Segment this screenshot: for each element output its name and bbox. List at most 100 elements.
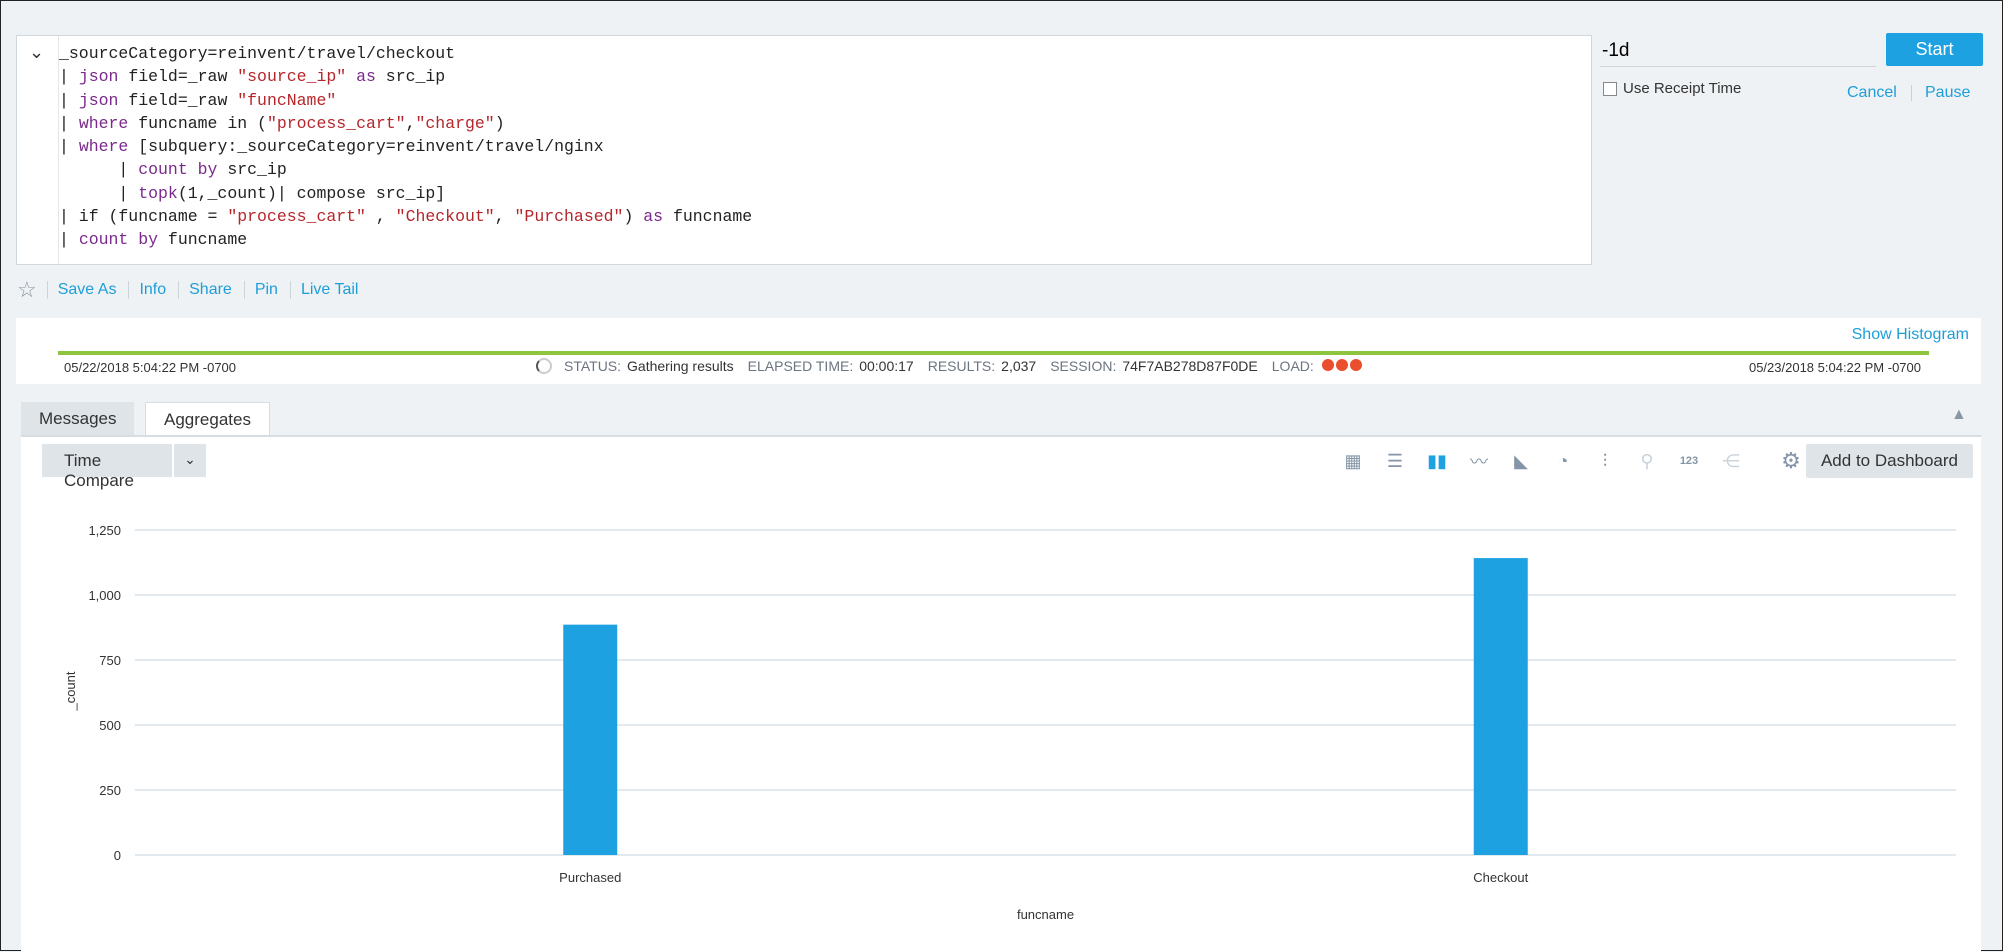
- code-token: "Purchased": [514, 207, 624, 227]
- load-indicator: [1320, 358, 1362, 374]
- code-token: funcname: [663, 207, 753, 227]
- query-line: | count by src_ip: [59, 158, 752, 181]
- code-token: "funcName": [237, 90, 337, 110]
- status-line: STATUS: Gathering results ELAPSED TIME: …: [536, 358, 1362, 374]
- bar-checkout: [1473, 558, 1528, 855]
- bar-horizontal-icon[interactable]: ☰: [1386, 450, 1404, 471]
- code-token: "Checkout": [395, 207, 495, 227]
- code-token: topk: [138, 183, 178, 203]
- y-tick-label: 750: [99, 653, 121, 668]
- checkbox-icon[interactable]: [1603, 81, 1617, 96]
- code-token: _sourceCategory=reinvent/travel/checkout: [59, 44, 456, 63]
- single-value-icon[interactable]: 123: [1679, 455, 1699, 467]
- y-tick-label: 250: [99, 783, 121, 798]
- x-axis-label: funcname: [1017, 907, 1074, 922]
- receipt-label: Use Receipt Time: [1623, 80, 1742, 97]
- sankey-icon[interactable]: ⋲: [1722, 450, 1740, 471]
- y-axis-label: _count: [63, 671, 78, 711]
- share-link[interactable]: Share: [178, 281, 244, 299]
- save-as-link[interactable]: Save As: [46, 281, 129, 299]
- star-icon[interactable]: ☆: [17, 277, 37, 302]
- query-line: | json field=_raw "source_ip" as src_ip: [59, 65, 752, 88]
- y-tick-label: 1,000: [88, 588, 121, 603]
- time-compare-control: Time Compare ⌄: [42, 444, 206, 490]
- progress-bar: [58, 351, 1929, 355]
- bar-purchased: [563, 624, 618, 855]
- code-token: [subquery:_sourceCategory=reinvent/trave…: [128, 137, 604, 157]
- code-token: "process_cart": [266, 113, 406, 133]
- query-line: | if (funcname = "process_cart" , "Check…: [59, 205, 752, 228]
- query-line: | count by funcname: [59, 228, 752, 251]
- elapsed-label: ELAPSED TIME:: [747, 358, 854, 374]
- info-link[interactable]: Info: [128, 281, 178, 299]
- collapse-icon[interactable]: ▲: [1951, 406, 1967, 423]
- elapsed-value: 00:00:17: [859, 358, 914, 374]
- time-compare-button[interactable]: Time Compare: [42, 444, 172, 490]
- code-token: ,: [494, 207, 515, 227]
- map-pin-icon[interactable]: ⚲: [1640, 450, 1654, 471]
- code-token: |: [59, 160, 139, 180]
- query-line: | where funcname in ("process_cart","cha…: [59, 112, 752, 135]
- time-range-input[interactable]: [1600, 35, 1876, 67]
- code-token: json: [78, 67, 119, 87]
- pie-chart-icon[interactable]: ◔: [1557, 450, 1569, 471]
- show-histogram-link[interactable]: Show Histogram: [1851, 326, 1969, 343]
- session-label: SESSION:: [1050, 358, 1117, 374]
- results-value: 2,037: [1001, 358, 1037, 374]
- query-text[interactable]: _sourceCategory=reinvent/travel/checkout…: [59, 42, 752, 252]
- y-tick-label: 500: [99, 718, 121, 733]
- status-panel: Show Histogram 05/22/2018 5:04:22 PM -07…: [16, 318, 1981, 384]
- code-token: as: [356, 67, 376, 87]
- code-token: ,: [365, 207, 396, 227]
- code-token: json: [78, 90, 119, 110]
- y-tick-label: 1,250: [88, 523, 121, 538]
- tab-messages[interactable]: Messages: [21, 402, 135, 435]
- results-label: RESULTS:: [927, 358, 996, 374]
- query-editor[interactable]: ⌄ _sourceCategory=reinvent/travel/checko…: [16, 35, 1592, 265]
- chevron-down-icon[interactable]: ⌄: [29, 42, 45, 62]
- use-receipt-time-checkbox[interactable]: Use Receipt Time: [1603, 80, 1741, 97]
- code-token: src_ip: [375, 67, 446, 87]
- code-token: |: [59, 183, 139, 203]
- code-token: ): [494, 113, 505, 133]
- range-end: 05/23/2018 5:04:22 PM -0700: [1748, 360, 1921, 375]
- aggregates-panel: [21, 435, 1981, 952]
- line-chart-icon[interactable]: 〰: [1470, 452, 1488, 472]
- code-token: where: [78, 113, 129, 133]
- code-token: as: [643, 207, 664, 227]
- code-token: "process_cart": [227, 207, 366, 227]
- code-token: "source_ip": [237, 67, 347, 87]
- code-token: src_ip: [217, 160, 287, 180]
- divider: [1911, 85, 1912, 101]
- code-token: "charge": [415, 113, 495, 133]
- tab-aggregates[interactable]: Aggregates: [145, 402, 270, 436]
- range-start: 05/22/2018 5:04:22 PM -0700: [64, 360, 237, 375]
- spinner-icon: [536, 358, 552, 374]
- box-plot-icon[interactable]: ⫶: [1602, 450, 1608, 471]
- code-token: funcname in (: [128, 113, 267, 133]
- status-label: STATUS:: [564, 358, 622, 374]
- pause-link[interactable]: Pause: [1925, 84, 1971, 101]
- start-button[interactable]: Start: [1886, 33, 1983, 66]
- status-value: Gathering results: [627, 358, 734, 374]
- load-label: LOAD:: [1271, 358, 1314, 374]
- x-tick-label: Purchased: [559, 870, 621, 885]
- add-to-dashboard-button[interactable]: Add to Dashboard: [1806, 444, 1973, 478]
- table-icon[interactable]: ▦: [1344, 450, 1362, 471]
- column-chart-icon[interactable]: ▮▮: [1427, 450, 1447, 471]
- code-token: (1,_count)| compose src_ip]: [177, 183, 446, 203]
- code-token: |: [59, 113, 79, 133]
- cancel-link[interactable]: Cancel: [1847, 84, 1897, 101]
- pin-link[interactable]: Pin: [243, 281, 290, 299]
- gear-icon[interactable]: ⚙: [1781, 448, 1801, 473]
- live-tail-link[interactable]: Live Tail: [289, 281, 371, 299]
- chevron-down-icon[interactable]: ⌄: [174, 444, 206, 477]
- session-value: 74F7AB278D87F0DE: [1122, 358, 1258, 374]
- area-chart-icon[interactable]: ◣: [1514, 450, 1528, 471]
- y-tick-label: 0: [114, 848, 121, 863]
- query-line: | topk(1,_count)| compose src_ip]: [59, 182, 752, 205]
- query-line: | where [subquery:_sourceCategory=reinve…: [59, 135, 752, 158]
- search-actions: ☆ Save As Info Share Pin Live Tail: [17, 277, 370, 303]
- code-token: |: [59, 67, 79, 87]
